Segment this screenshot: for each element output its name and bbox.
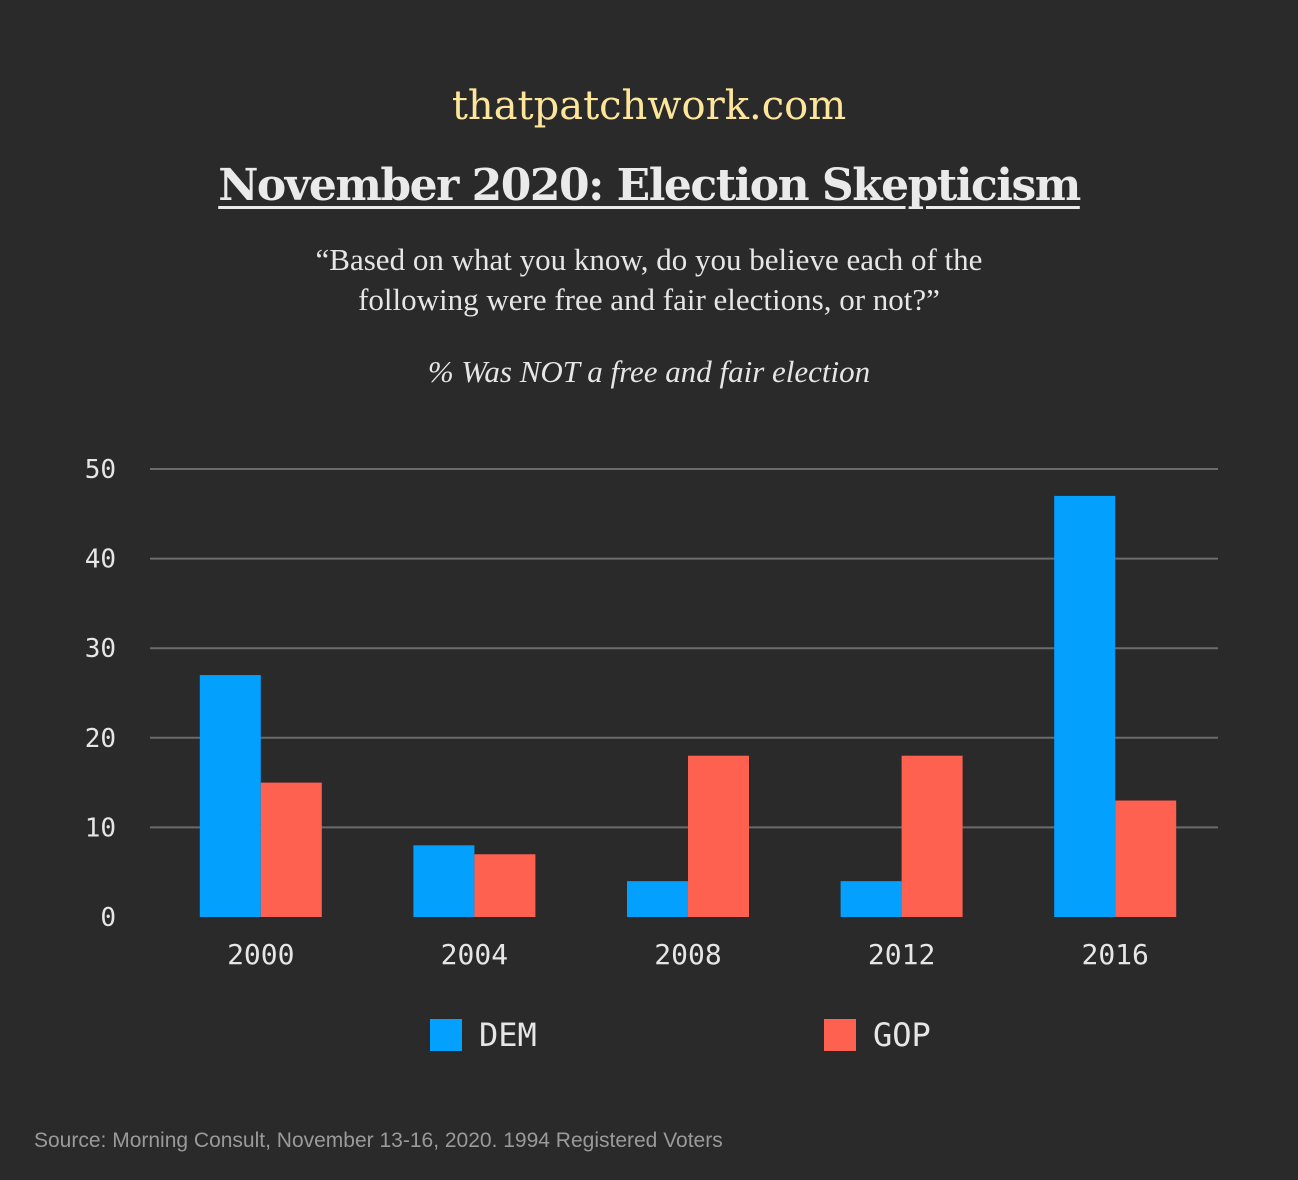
bar-dem-2008: [627, 881, 688, 917]
legend-label-gop: GOP: [873, 1016, 931, 1054]
grid-lines: [150, 468, 1218, 829]
bars: [199, 495, 1177, 917]
source-note: Source: Morning Consult, November 13-16,…: [34, 1129, 723, 1152]
measure-label: % Was NOT a free and fair election: [427, 354, 871, 389]
legend-swatch-gop: [824, 1019, 856, 1051]
bar-dem-2016: [1054, 495, 1116, 917]
chart-title: November 2020: Election Skepticism: [218, 160, 1081, 211]
survey-question-line-1: “Based on what you know, do you believe …: [315, 242, 983, 277]
x-tick-label: 2016: [1081, 938, 1148, 971]
legend: DEM GOP: [430, 1016, 931, 1054]
x-tick-label: 2004: [441, 938, 508, 971]
x-tick-label: 2000: [227, 938, 294, 971]
x-tick-label: 2012: [868, 938, 935, 971]
x-tick-label: 2008: [654, 938, 721, 971]
legend-label-dem: DEM: [479, 1016, 537, 1054]
bar-dem-2012: [840, 881, 902, 917]
y-tick-label: 20: [85, 724, 116, 754]
y-tick-label: 30: [85, 634, 116, 664]
bar-dem-2004: [413, 845, 475, 917]
bar-gop-2000: [260, 782, 322, 917]
bar-gop-2016: [1115, 800, 1177, 917]
y-tick-label: 50: [85, 455, 116, 485]
survey-question: “Based on what you know, do you believe …: [0, 240, 1298, 320]
site-name: thatpatchwork.com: [451, 83, 847, 129]
bar-gop-2008: [688, 755, 749, 917]
y-tick-label: 0: [100, 903, 116, 933]
legend-swatch-dem: [430, 1019, 462, 1051]
y-tick-label: 40: [85, 545, 116, 575]
x-axis-ticks: 2000 2004 2008 2012 2016: [227, 938, 1149, 971]
bar-dem-2000: [199, 675, 261, 917]
bar-gop-2012: [901, 755, 963, 917]
survey-question-line-2: following were free and fair elections, …: [358, 282, 940, 317]
bar-gop-2004: [474, 854, 536, 917]
y-axis-ticks: 0 10 20 30 40 50: [85, 455, 116, 933]
y-tick-label: 10: [85, 813, 116, 843]
